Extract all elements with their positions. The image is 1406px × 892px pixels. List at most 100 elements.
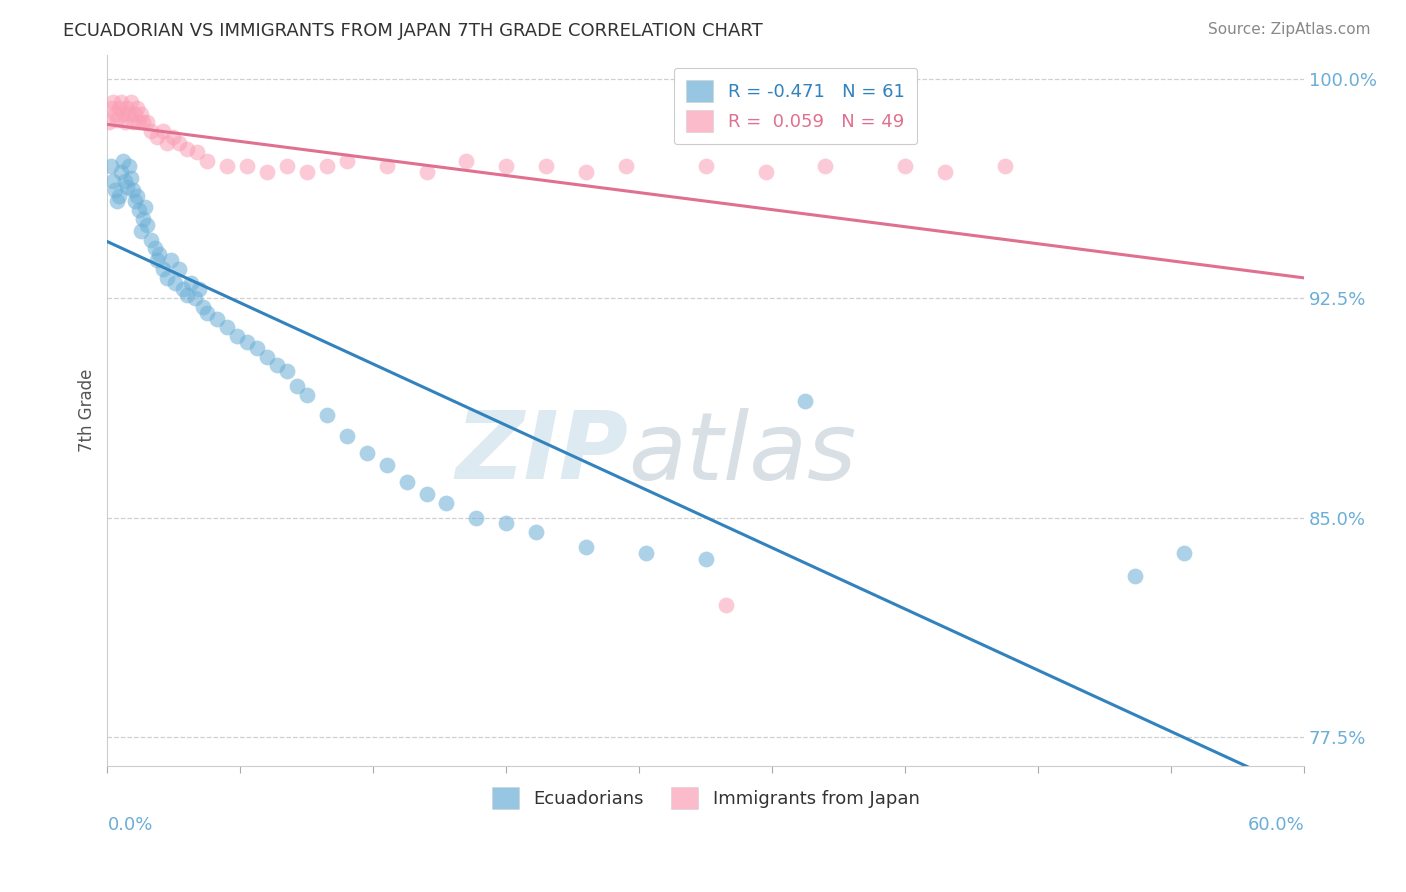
- Point: [375, 159, 398, 173]
- Point: [436, 496, 458, 510]
- Point: [994, 159, 1017, 173]
- Point: [132, 115, 155, 129]
- Point: [395, 475, 418, 490]
- Point: [415, 165, 437, 179]
- Point: [315, 159, 337, 173]
- Point: [124, 106, 146, 120]
- Point: [110, 95, 132, 109]
- Point: [465, 510, 488, 524]
- Point: [226, 329, 249, 343]
- Point: [128, 203, 150, 218]
- Point: [634, 546, 657, 560]
- Point: [117, 101, 139, 115]
- Point: [276, 364, 298, 378]
- Point: [117, 179, 139, 194]
- Point: [104, 183, 127, 197]
- Text: atlas: atlas: [628, 408, 856, 499]
- Point: [336, 428, 359, 442]
- Point: [236, 159, 259, 173]
- Point: [108, 101, 131, 115]
- Point: [575, 540, 598, 554]
- Text: ZIP: ZIP: [456, 408, 628, 500]
- Point: [285, 379, 308, 393]
- Point: [195, 153, 218, 168]
- Point: [156, 270, 179, 285]
- Point: [534, 159, 557, 173]
- Point: [112, 153, 135, 168]
- Point: [112, 106, 135, 120]
- Text: 0.0%: 0.0%: [107, 816, 153, 834]
- Point: [205, 311, 228, 326]
- Point: [148, 247, 170, 261]
- Point: [266, 359, 288, 373]
- Point: [176, 142, 198, 156]
- Point: [814, 159, 837, 173]
- Point: [100, 159, 122, 173]
- Point: [894, 159, 917, 173]
- Point: [167, 136, 190, 150]
- Point: [295, 165, 318, 179]
- Point: [122, 183, 145, 197]
- Point: [246, 341, 269, 355]
- Point: [114, 174, 136, 188]
- Point: [160, 252, 183, 267]
- Point: [614, 159, 637, 173]
- Point: [129, 106, 152, 120]
- Point: [315, 408, 337, 422]
- Point: [575, 165, 598, 179]
- Point: [176, 288, 198, 302]
- Point: [495, 516, 517, 531]
- Point: [103, 174, 125, 188]
- Point: [124, 194, 146, 209]
- Point: [356, 446, 378, 460]
- Point: [103, 95, 125, 109]
- Point: [104, 106, 127, 120]
- Point: [215, 320, 238, 334]
- Point: [188, 282, 211, 296]
- Point: [495, 159, 517, 173]
- Text: ECUADORIAN VS IMMIGRANTS FROM JAPAN 7TH GRADE CORRELATION CHART: ECUADORIAN VS IMMIGRANTS FROM JAPAN 7TH …: [63, 22, 763, 40]
- Point: [191, 300, 214, 314]
- Point: [256, 165, 278, 179]
- Point: [165, 277, 187, 291]
- Point: [118, 159, 141, 173]
- Point: [162, 130, 184, 145]
- Point: [236, 334, 259, 349]
- Point: [122, 115, 145, 129]
- Text: 60.0%: 60.0%: [1247, 816, 1305, 834]
- Point: [146, 252, 169, 267]
- Point: [127, 101, 149, 115]
- Point: [128, 115, 150, 129]
- Point: [195, 306, 218, 320]
- Point: [105, 194, 128, 209]
- Point: [186, 145, 208, 159]
- Legend: Ecuadorians, Immigrants from Japan: Ecuadorians, Immigrants from Japan: [482, 778, 928, 818]
- Point: [146, 130, 169, 145]
- Point: [934, 165, 956, 179]
- Point: [118, 106, 141, 120]
- Point: [152, 261, 174, 276]
- Point: [256, 350, 278, 364]
- Point: [1173, 546, 1195, 560]
- Point: [695, 551, 717, 566]
- Point: [295, 387, 318, 401]
- Point: [98, 115, 121, 129]
- Point: [105, 112, 128, 127]
- Point: [172, 282, 194, 296]
- Point: [524, 525, 547, 540]
- Point: [375, 458, 398, 472]
- Point: [100, 101, 122, 115]
- Point: [152, 124, 174, 138]
- Point: [276, 159, 298, 173]
- Point: [134, 200, 156, 214]
- Point: [141, 233, 163, 247]
- Point: [180, 277, 202, 291]
- Point: [129, 224, 152, 238]
- Point: [114, 115, 136, 129]
- Point: [108, 188, 131, 202]
- Point: [167, 261, 190, 276]
- Point: [184, 291, 207, 305]
- Point: [695, 159, 717, 173]
- Point: [141, 124, 163, 138]
- Point: [156, 136, 179, 150]
